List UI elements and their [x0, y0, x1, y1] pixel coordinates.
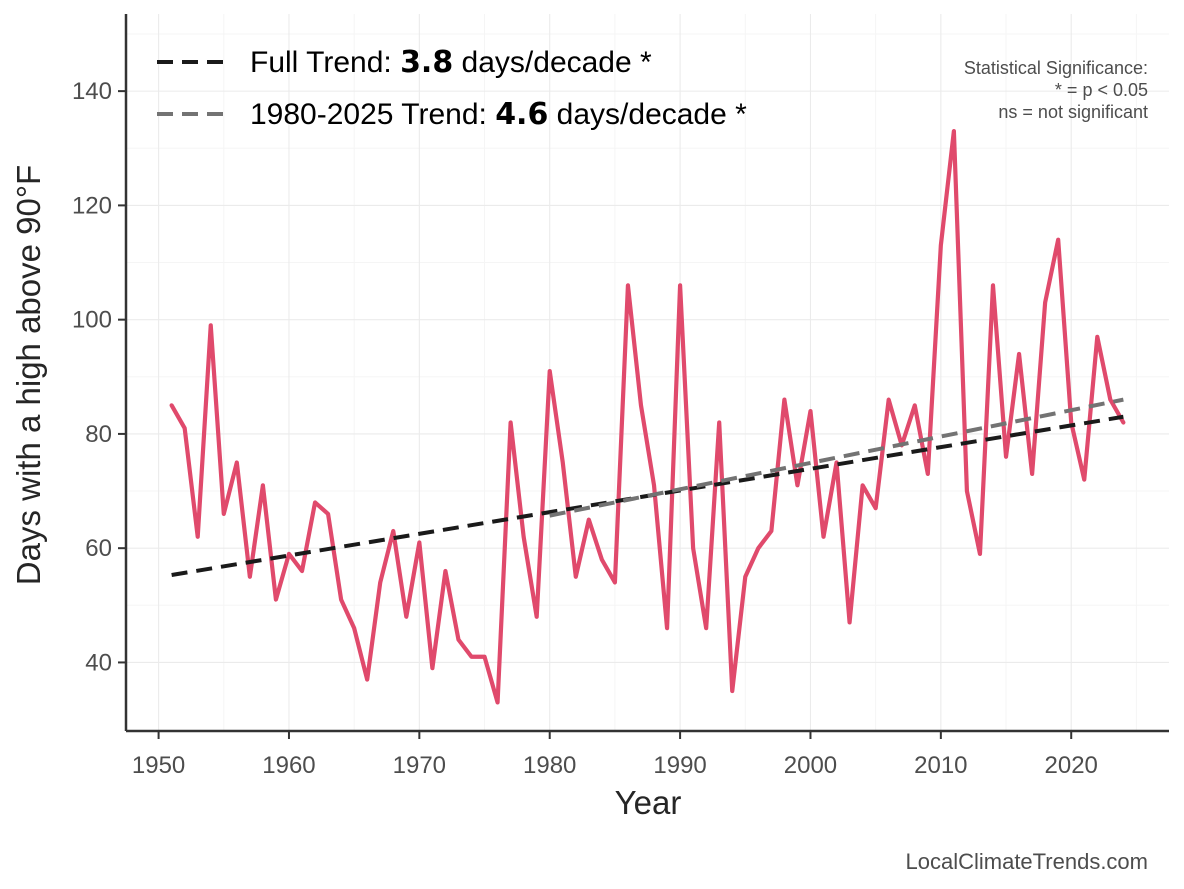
y-tick-label: 40 — [85, 649, 112, 676]
significance-note-title: Statistical Significance: — [964, 58, 1148, 78]
trend-line-1980-2025 — [549, 397, 1124, 518]
x-tick-label: 1950 — [132, 752, 185, 779]
y-tick-label: 140 — [72, 78, 112, 105]
y-axis-title: Days with a high above 90°F — [10, 165, 47, 585]
x-axis-ticks: 1950 1960 1970 1980 1990 2000 2010 2020 — [132, 731, 1098, 779]
legend-label-full-trend: Full Trend: 3.8 days/decade * — [250, 45, 652, 80]
site-credit: LocalClimateTrends.com — [906, 849, 1149, 874]
x-tick-label: 1980 — [523, 752, 576, 779]
y-tick-label: 60 — [85, 535, 112, 562]
x-tick-label: 2010 — [914, 752, 967, 779]
trend-line-full — [171, 414, 1124, 578]
x-tick-label: 1990 — [653, 752, 706, 779]
y-tick-label: 120 — [72, 192, 112, 219]
x-tick-label: 1960 — [262, 752, 315, 779]
y-axis-ticks: 40 60 80 100 120 140 — [72, 78, 126, 676]
trend-lines — [171, 397, 1124, 578]
significance-note-p: * = p < 0.05 — [1055, 80, 1148, 100]
legend-label-1980-trend: 1980-2025 Trend: 4.6 days/decade * — [250, 97, 747, 132]
x-tick-label: 2000 — [784, 752, 837, 779]
y-tick-label: 100 — [72, 307, 112, 334]
x-tick-label: 1970 — [393, 752, 446, 779]
significance-note: Statistical Significance: * = p < 0.05 n… — [964, 58, 1148, 122]
series-lines — [169, 129, 1126, 705]
significance-note-ns: ns = not significant — [998, 102, 1148, 122]
x-axis-title: Year — [615, 784, 682, 821]
y-tick-label: 80 — [85, 421, 112, 448]
legend: Full Trend: 3.8 days/decade * 1980-2025 … — [157, 45, 747, 132]
x-tick-label: 2020 — [1045, 752, 1098, 779]
series-line-0 — [169, 129, 1126, 705]
